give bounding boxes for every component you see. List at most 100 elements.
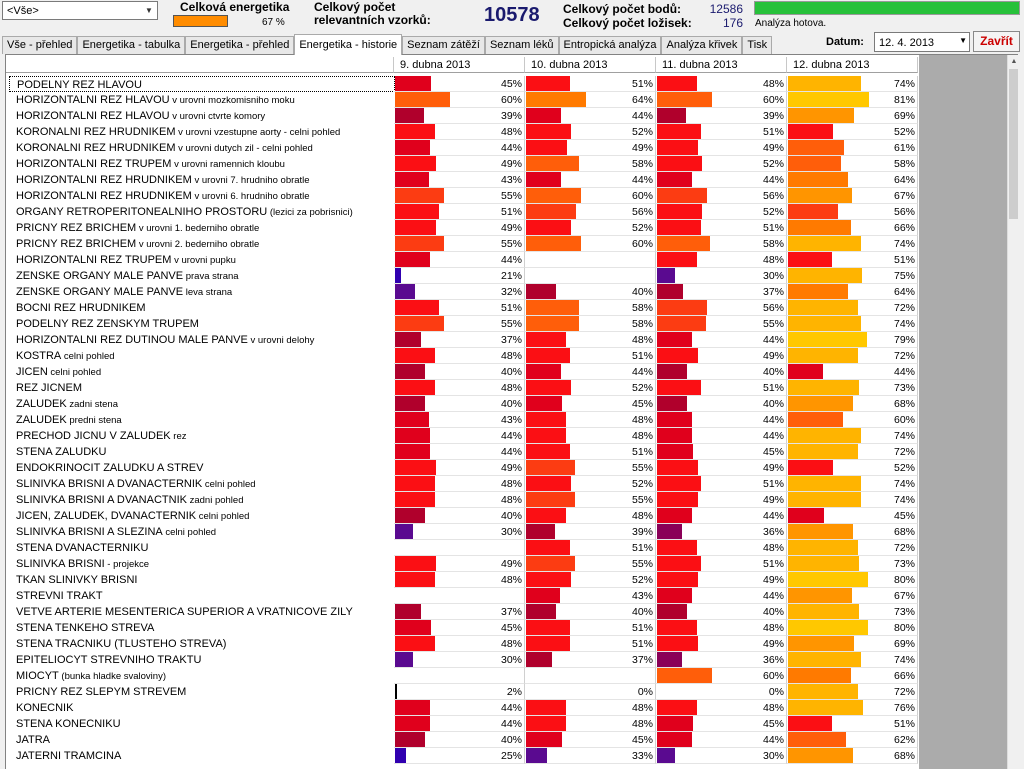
table-row[interactable]: STENA TENKEHO STREVA 45% 51% 48% 80% [6,620,919,636]
column-header[interactable]: 12. dubna 2013 [787,57,918,73]
energy-cell[interactable]: 36% [656,524,787,540]
table-row[interactable]: TKAN SLINIVKY BRISNI 48% 52% 49% 80% [6,572,919,588]
energy-cell[interactable]: 55% [525,556,656,572]
energy-cell[interactable]: 0% [656,684,787,700]
energy-cell[interactable]: 37% [394,332,525,348]
energy-cell[interactable]: 51% [656,476,787,492]
energy-cell[interactable]: 51% [525,540,656,556]
energy-cell[interactable]: 44% [656,332,787,348]
column-header[interactable]: 9. dubna 2013 [394,57,525,73]
energy-cell[interactable]: 49% [656,572,787,588]
energy-cell[interactable]: 80% [787,620,918,636]
energy-cell[interactable]: 32% [394,284,525,300]
table-row[interactable]: HORIZONTALNI REZ HLAVOU v urovni ctvrte … [6,108,919,124]
energy-cell[interactable]: 37% [525,652,656,668]
energy-cell[interactable]: 48% [525,412,656,428]
energy-cell[interactable]: 74% [787,316,918,332]
energy-cell[interactable]: 43% [525,588,656,604]
energy-cell[interactable]: 49% [394,556,525,572]
tab-0[interactable]: Vše - přehled [2,36,78,54]
tab-3[interactable]: Energetika - historie [294,34,403,55]
table-row[interactable]: KORONALNI REZ HRUDNIKEM v urovni dutych … [6,140,919,156]
column-header[interactable]: 10. dubna 2013 [525,57,656,73]
energy-cell[interactable]: 51% [656,124,787,140]
energy-cell[interactable]: 64% [787,284,918,300]
energy-cell[interactable]: 48% [525,332,656,348]
energy-cell[interactable]: 44% [394,428,525,444]
energy-cell[interactable]: 44% [394,140,525,156]
table-row[interactable]: ZENSKE ORGANY MALE PANVE prava strana 21%… [6,268,919,284]
table-row[interactable]: KORONALNI REZ HRUDNIKEM v urovni vzestup… [6,124,919,140]
energy-cell[interactable]: 52% [525,124,656,140]
energy-cell[interactable]: 72% [787,684,918,700]
energy-cell[interactable]: 48% [394,348,525,364]
table-row[interactable]: PRICNY REZ BRICHEM v urovni 1. bederniho… [6,220,919,236]
energy-cell[interactable]: 72% [787,348,918,364]
tab-5[interactable]: Seznam léků [484,36,559,54]
energy-cell[interactable]: 44% [656,732,787,748]
energy-cell[interactable]: 49% [394,220,525,236]
table-row[interactable]: PRICNY REZ BRICHEM v urovni 2. bederniho… [6,236,919,252]
energy-cell[interactable]: 39% [525,524,656,540]
energy-cell[interactable]: 60% [394,92,525,108]
table-row[interactable]: ORGANY RETROPERITONEALNIHO PROSTORU (lez… [6,204,919,220]
table-row[interactable]: PODELNY REZ HLAVOU 45% 51% 48% 74% [6,76,919,92]
table-row[interactable]: SLINIVKA BRISNI - projekce 49% 55% 51% 73% [6,556,919,572]
table-row[interactable]: PODELNY REZ ZENSKYM TRUPEM 55% 58% 55% 74% [6,316,919,332]
energy-cell[interactable]: 55% [394,188,525,204]
energy-cell[interactable]: 81% [787,92,918,108]
energy-cell[interactable]: 51% [394,204,525,220]
energy-cell[interactable]: 60% [525,188,656,204]
tab-7[interactable]: Analýza křivek [661,36,743,54]
energy-cell[interactable]: 25% [394,748,525,764]
energy-cell[interactable]: 60% [525,236,656,252]
energy-cell[interactable]: 56% [787,204,918,220]
table-row[interactable]: JATERNI TRAMCINA 25% 33% 30% 68% [6,748,919,764]
energy-cell[interactable]: 49% [394,156,525,172]
energy-cell[interactable]: 33% [525,748,656,764]
energy-cell[interactable]: 64% [787,172,918,188]
table-row[interactable]: HORIZONTALNI REZ HRUDNIKEM v urovni 7. h… [6,172,919,188]
energy-cell[interactable]: 49% [656,636,787,652]
energy-cell[interactable]: 44% [525,364,656,380]
energy-cell[interactable]: 51% [525,444,656,460]
energy-cell[interactable]: 45% [525,396,656,412]
energy-cell[interactable]: 58% [525,316,656,332]
energy-cell[interactable]: 48% [394,380,525,396]
energy-cell[interactable]: 2% [394,684,525,700]
vertical-scrollbar[interactable]: ▲ [1007,55,1018,769]
close-button[interactable]: Zavřít [973,31,1020,52]
table-row[interactable]: EPITELIOCYT STREVNIHO TRAKTU 30% 37% 36% 74% [6,652,919,668]
energy-cell[interactable]: 69% [787,636,918,652]
energy-cell[interactable]: 72% [787,444,918,460]
column-header[interactable]: 11. dubna 2013 [656,57,787,73]
energy-cell[interactable]: 48% [656,620,787,636]
energy-cell[interactable]: 21% [394,268,525,284]
table-row[interactable]: HORIZONTALNI REZ TRUPEM v urovni ramenni… [6,156,919,172]
energy-cell[interactable]: 30% [656,268,787,284]
energy-cell[interactable]: 48% [394,492,525,508]
energy-cell[interactable]: 55% [525,460,656,476]
energy-cell[interactable]: 74% [787,428,918,444]
energy-cell[interactable]: 74% [787,652,918,668]
energy-cell[interactable]: 48% [525,428,656,444]
energy-cell[interactable]: 51% [656,220,787,236]
energy-cell[interactable]: 51% [525,636,656,652]
energy-cell[interactable]: 45% [656,716,787,732]
scroll-up-icon[interactable]: ▲ [1010,58,1018,65]
table-row[interactable]: JICEN celni pohled 40% 44% 40% 44% [6,364,919,380]
energy-cell[interactable]: 51% [394,300,525,316]
energy-cell[interactable]: 67% [787,588,918,604]
energy-cell[interactable]: 44% [787,364,918,380]
date-picker[interactable]: 12. 4. 2013 ▼ [874,32,970,52]
energy-cell[interactable]: 72% [787,540,918,556]
energy-cell[interactable]: 49% [656,460,787,476]
energy-cell[interactable] [525,668,656,684]
energy-cell[interactable]: 73% [787,556,918,572]
energy-cell[interactable]: 58% [525,300,656,316]
energy-cell[interactable]: 52% [525,220,656,236]
energy-cell[interactable]: 48% [394,476,525,492]
chevron-down-icon[interactable]: ▼ [959,36,967,45]
energy-cell[interactable]: 48% [394,124,525,140]
energy-cell[interactable]: 56% [656,188,787,204]
